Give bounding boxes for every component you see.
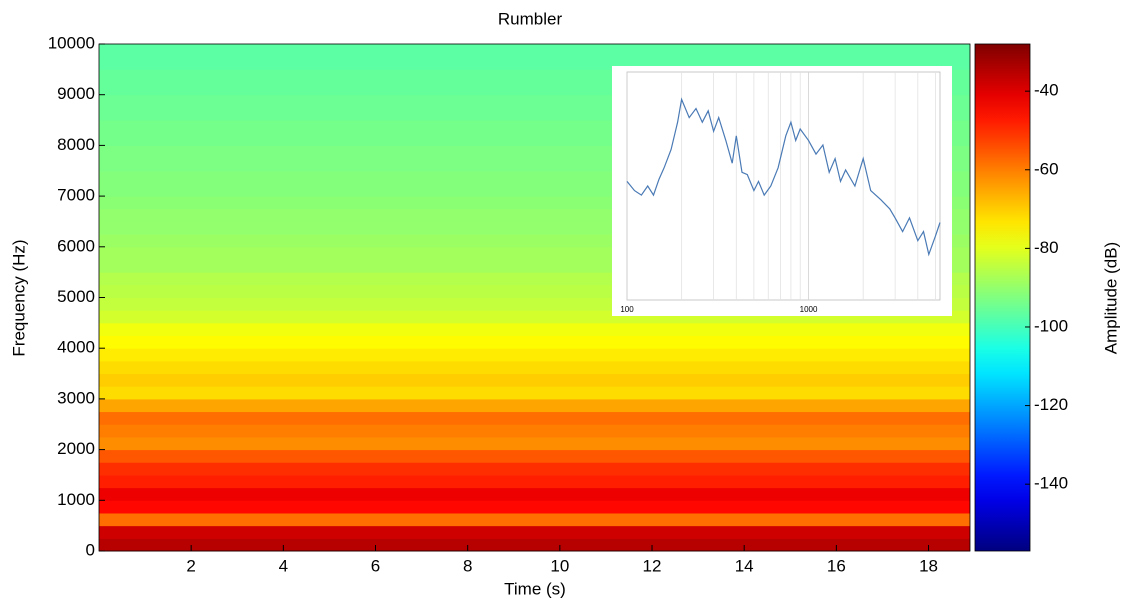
spectrogram-band [99,360,970,375]
y-tick-label: 5000 [57,287,95,306]
y-tick-label: 4000 [57,338,95,357]
spectrogram-band [99,335,970,349]
spectrogram-band [99,398,970,413]
x-tick-label: 1000 [800,305,818,314]
x-axis-label: Time (s) [504,579,566,598]
spectrogram-band [99,424,970,438]
y-tick-label: 10000 [48,33,95,52]
colorbar-tick-label: -80 [1034,238,1059,257]
spectrogram-band [99,462,970,476]
spectrogram-band [99,538,970,552]
x-tick-label: 18 [919,556,938,575]
y-tick-label: 1000 [57,490,95,509]
spectrogram-band [99,373,970,387]
spectrogram-band [99,44,970,58]
y-axis-label: Frequency (Hz) [9,239,28,356]
spectrogram-band [99,386,970,400]
x-tick-label: 8 [463,556,472,575]
colorbar-tick-label: -100 [1034,316,1068,335]
chart-title: Rumbler [498,9,563,28]
colorbar [974,43,1031,552]
x-tick-label: 16 [827,556,846,575]
spectrogram-band [99,500,970,514]
inset-panel [612,66,952,316]
spectrogram-band [99,525,970,539]
x-tick-label: 12 [643,556,662,575]
spectrogram-band [99,322,970,337]
x-tick-label: 4 [279,556,288,575]
x-tick-label: 10 [550,556,569,575]
inset-line [626,97,941,257]
colorbar-label: Amplitude (dB) [1101,242,1120,354]
spectrogram-band [99,474,970,489]
y-tick-label: 8000 [57,135,95,154]
y-tick-label: 3000 [57,388,95,407]
y-tick-label: 9000 [57,84,95,103]
spectrogram-band [99,411,970,425]
x-tick-label: 6 [371,556,380,575]
spectrogram-band [99,487,970,501]
y-tick-label: 6000 [57,236,95,255]
spectrogram-band [99,449,970,463]
colorbar-tick-label: -40 [1034,81,1059,100]
x-tick-label: 2 [186,556,195,575]
spectrogram-band [99,436,970,451]
x-tick-label: 14 [735,556,754,575]
colorbar-tick-label: -140 [1034,474,1068,493]
colorbar-tick-label: -120 [1034,395,1068,414]
spectrogram-band [99,348,970,362]
spectrogram-band [99,512,970,527]
x-tick-label: 100 [620,305,634,314]
spectrogram [99,44,970,552]
y-tick-label: 0 [86,540,95,559]
colorbar-tick-label: -60 [1034,159,1059,178]
y-tick-label: 2000 [57,439,95,458]
y-tick-label: 7000 [57,186,95,205]
